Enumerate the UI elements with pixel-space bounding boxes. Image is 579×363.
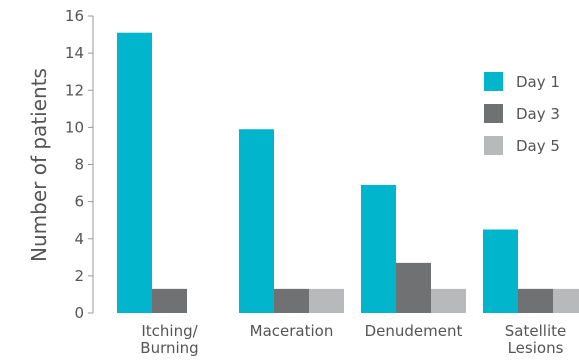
x-category-label: Itching/: [141, 322, 198, 340]
y-tick-label: 2: [74, 267, 84, 285]
bar-day-1: [483, 229, 518, 313]
bar-day-3: [274, 288, 309, 313]
y-tick-label: 10: [65, 118, 84, 136]
x-category-label: Satellite: [505, 322, 566, 340]
bar-day-1: [239, 129, 274, 313]
legend-label: Day 1: [516, 73, 560, 91]
legend-swatch: [484, 72, 503, 91]
y-axis-title: Number of patients: [27, 68, 51, 262]
y-tick-label: 14: [65, 44, 84, 62]
bar-day-5: [309, 288, 344, 313]
y-tick-label: 12: [65, 81, 84, 99]
x-category-label: Lesions: [508, 339, 564, 357]
y-tick-label: 8: [74, 156, 84, 174]
bar-day-3: [518, 288, 553, 313]
bars: [117, 32, 579, 314]
bar-day-3: [152, 288, 187, 313]
legend-label: Day 5: [516, 137, 560, 155]
legend-swatch: [484, 104, 503, 123]
bar-day-5: [553, 288, 579, 313]
y-tick-label: 0: [74, 304, 84, 322]
x-axis-labels: Itching/Burning Maceration Denudement Satel…: [140, 322, 566, 357]
legend-label: Day 3: [516, 105, 560, 123]
legend-swatch: [484, 136, 503, 155]
bar-day-3: [396, 262, 431, 313]
x-category-label: Burning: [140, 339, 198, 357]
legend: Day 1 Day 3 Day 5: [484, 72, 560, 155]
y-tick-label: 16: [65, 7, 84, 25]
bar-day-5: [431, 288, 466, 313]
x-category-label: Maceration: [250, 322, 334, 340]
bar-day-1: [117, 32, 152, 314]
y-tick-label: 4: [74, 230, 84, 248]
x-category-label: Denudement: [365, 322, 463, 340]
y-tick-label: 6: [74, 193, 84, 211]
bar-day-1: [361, 184, 396, 313]
y-axis-ticks: 0 2 4 6 8 10 12 14 16: [65, 7, 93, 322]
